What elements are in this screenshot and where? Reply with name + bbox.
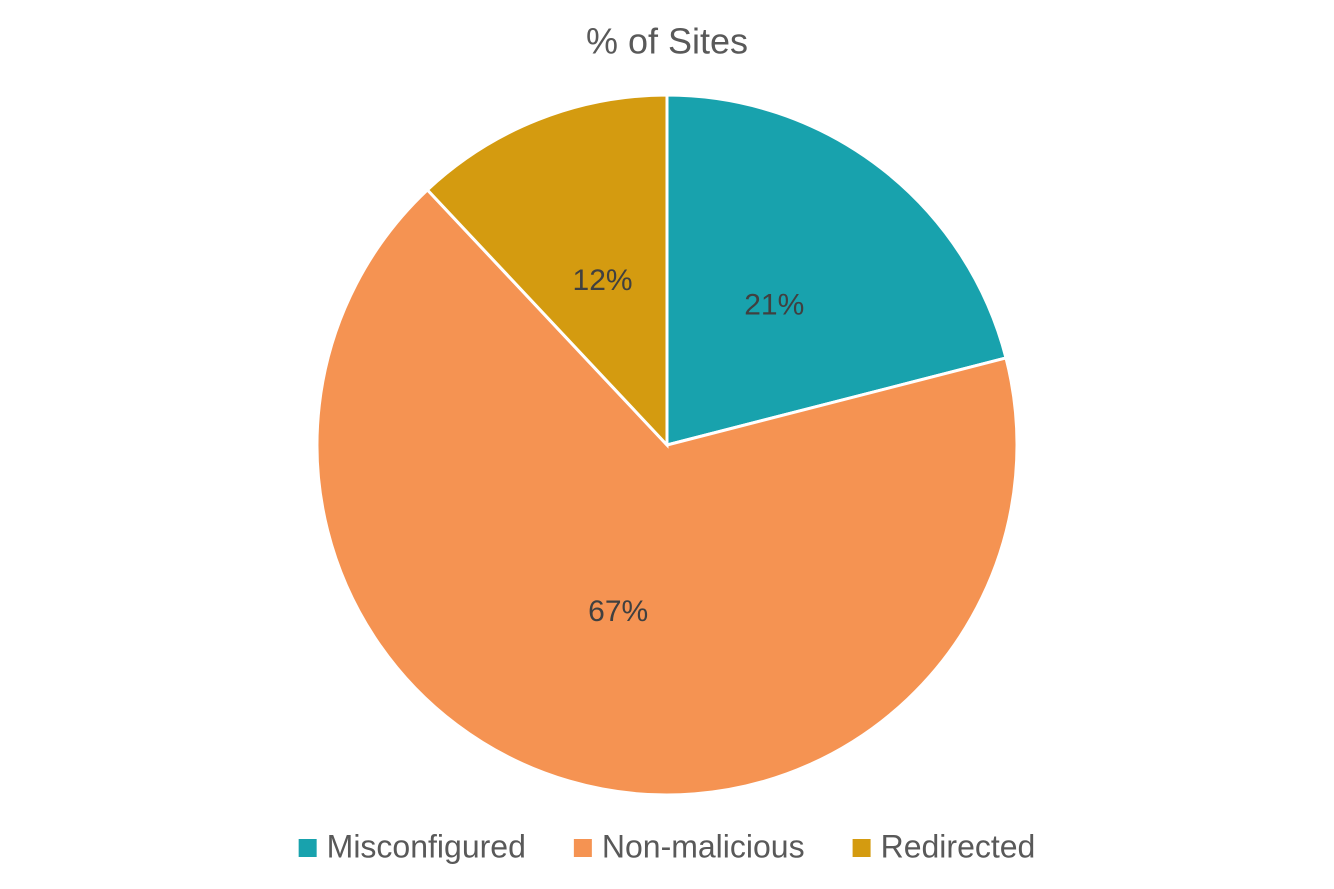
- legend-swatch: [573, 839, 592, 857]
- pie-slice: [425, 93, 669, 449]
- value-label: 12%: [573, 264, 633, 297]
- legend-swatch: [852, 839, 871, 857]
- chart-title: % of Sites: [586, 21, 748, 62]
- legend-label: Redirected: [881, 828, 1036, 864]
- pie-slice: [665, 93, 1008, 447]
- legend-swatch: [298, 839, 317, 857]
- legend-label: Non-malicious: [602, 828, 805, 864]
- legend-label: Misconfigured: [327, 828, 526, 864]
- value-label: 67%: [588, 595, 648, 628]
- value-label: 21%: [744, 289, 804, 322]
- pie-slice: [315, 187, 1019, 797]
